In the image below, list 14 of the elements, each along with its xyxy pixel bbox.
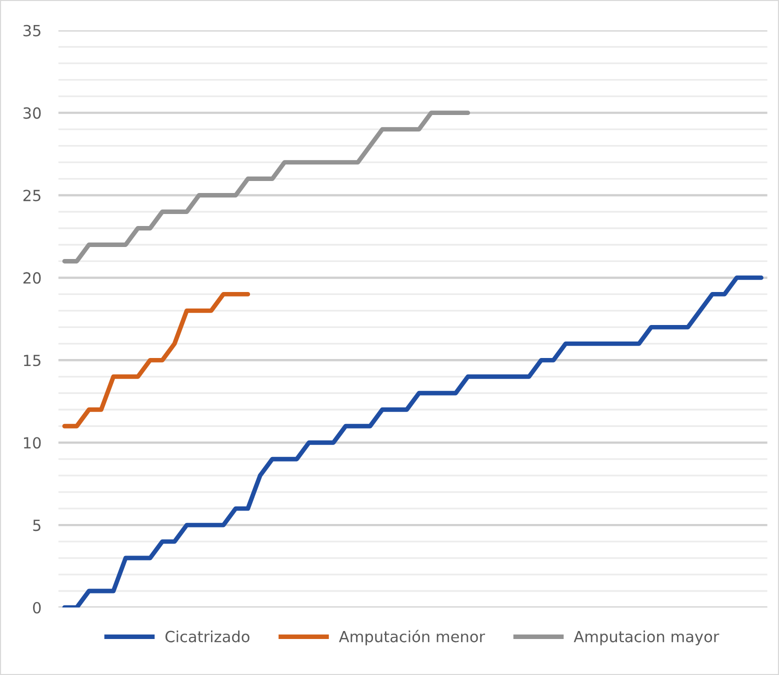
line-series [62, 275, 764, 608]
legend-label: Amputacion mayor [574, 630, 720, 646]
y-tick-label: 20 [23, 272, 41, 284]
y-tick-label: 35 [23, 24, 40, 36]
y-tick-label: 0 [33, 602, 41, 614]
y-tick-label: 25 [23, 190, 40, 202]
line-series [62, 110, 470, 264]
y-tick-label: 5 [33, 520, 40, 532]
y-tick-label: 15 [24, 354, 40, 366]
y-tick-label: 10 [24, 437, 41, 449]
line-series [62, 292, 250, 428]
legend-label: Cicatrizado [165, 630, 250, 642]
y-tick-label: 30 [23, 107, 41, 119]
legend-label: Amputación menor [338, 630, 486, 646]
